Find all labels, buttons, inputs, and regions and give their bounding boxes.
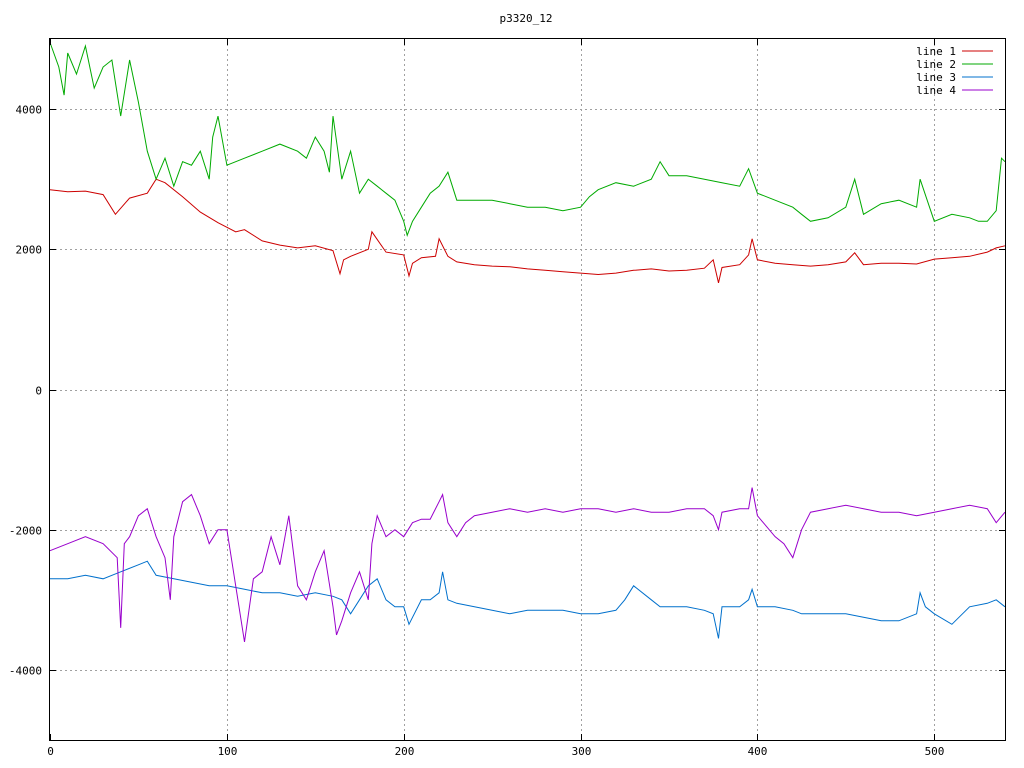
- x-tick-label: 300: [572, 745, 592, 758]
- x-tick-label: 400: [748, 745, 768, 758]
- legend-label: line 1: [916, 45, 956, 58]
- x-tick-label: 0: [47, 745, 54, 758]
- plot-frame: [49, 38, 1006, 741]
- x-tick-label: 200: [395, 745, 415, 758]
- x-tick-label: 100: [218, 745, 238, 758]
- legend-label: line 3: [916, 71, 956, 84]
- legend-label: line 4: [916, 84, 956, 97]
- y-tick-label: 2000: [16, 244, 43, 257]
- y-tick-label: 4000: [16, 104, 43, 117]
- y-tick-label: -2000: [9, 525, 42, 538]
- y-tick-label: -4000: [9, 665, 42, 678]
- series-line-2: [49, 42, 1006, 237]
- legend-label: line 2: [916, 58, 956, 71]
- y-tick-label: 0: [35, 385, 42, 398]
- x-tick-label: 500: [925, 745, 945, 758]
- grid: [50, 39, 1005, 740]
- chart-title: p3320_12: [500, 12, 553, 25]
- series-line-1: [49, 178, 1006, 284]
- series-line-3: [50, 560, 1006, 639]
- series-line-4: [49, 487, 1006, 642]
- axis-ticks: 0 100 200 300 400 500 -4000 -2000 0 2000 4000: [9, 39, 1005, 758]
- series-lines: [49, 42, 1006, 642]
